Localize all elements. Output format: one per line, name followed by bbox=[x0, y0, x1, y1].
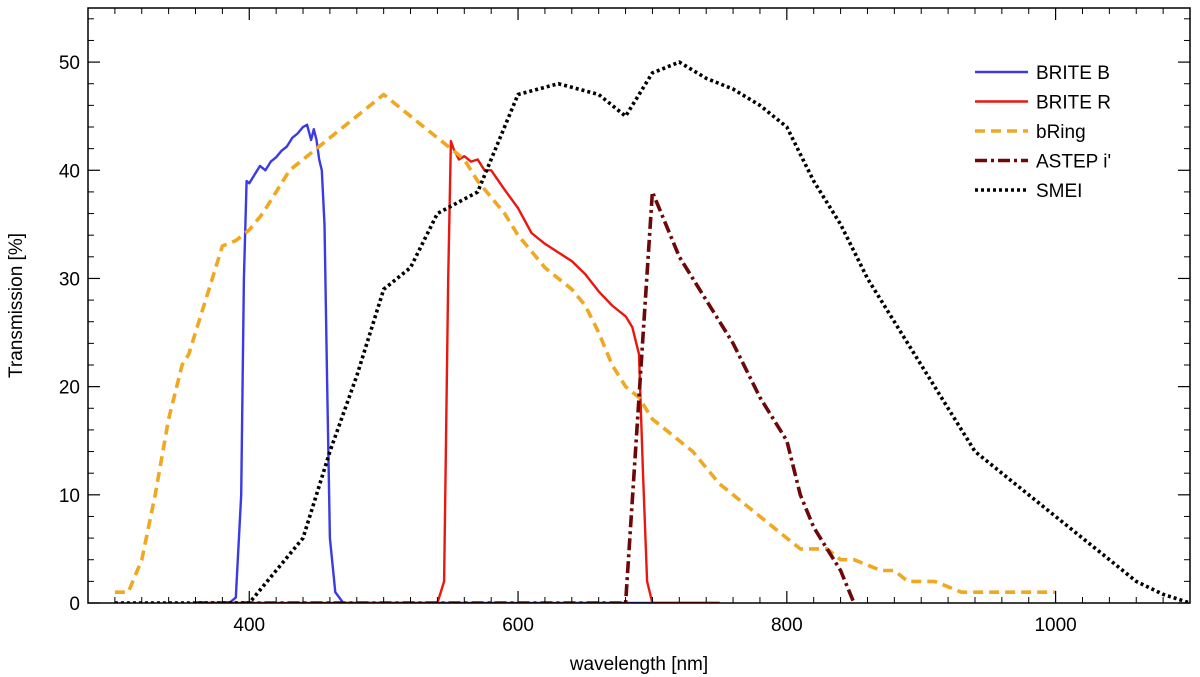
y-tick-label: 20 bbox=[59, 378, 80, 399]
series-line-brite-r bbox=[195, 139, 720, 603]
y-tick-label: 50 bbox=[59, 53, 80, 74]
legend-label: BRITE R bbox=[1036, 93, 1111, 114]
series-line-smei bbox=[114, 60, 1190, 603]
series-layer bbox=[114, 60, 1190, 603]
y-tick-label: 30 bbox=[59, 269, 80, 290]
x-tick-label: 400 bbox=[233, 615, 265, 636]
y-tick-label: 0 bbox=[69, 594, 80, 615]
y-axis-title: Transmission [%] bbox=[6, 233, 27, 378]
x-tick-label: 600 bbox=[502, 615, 534, 636]
legend-label: BRITE B bbox=[1036, 63, 1110, 84]
x-tick-label: 800 bbox=[771, 615, 803, 636]
legend: BRITE B BRITE R bRing ASTEP i' SMEI bbox=[975, 63, 1111, 202]
x-tick-label: 1000 bbox=[1034, 615, 1076, 636]
x-axis-title: wavelength [nm] bbox=[569, 654, 708, 675]
plot-frame bbox=[87, 7, 1191, 604]
y-tick-label: 10 bbox=[59, 486, 80, 507]
series-line-bring bbox=[114, 92, 1056, 594]
legend-label: ASTEP i' bbox=[1036, 152, 1111, 173]
legend-label: SMEI bbox=[1036, 181, 1082, 202]
y-tick-label: 40 bbox=[59, 161, 80, 182]
ticks-layer: 400 600 800 1000 0 10 20 30 40 50 bbox=[59, 8, 1191, 636]
legend-label: bRing bbox=[1036, 122, 1086, 143]
series-line-astep-i bbox=[195, 190, 856, 603]
series-line-brite-b bbox=[195, 123, 720, 603]
